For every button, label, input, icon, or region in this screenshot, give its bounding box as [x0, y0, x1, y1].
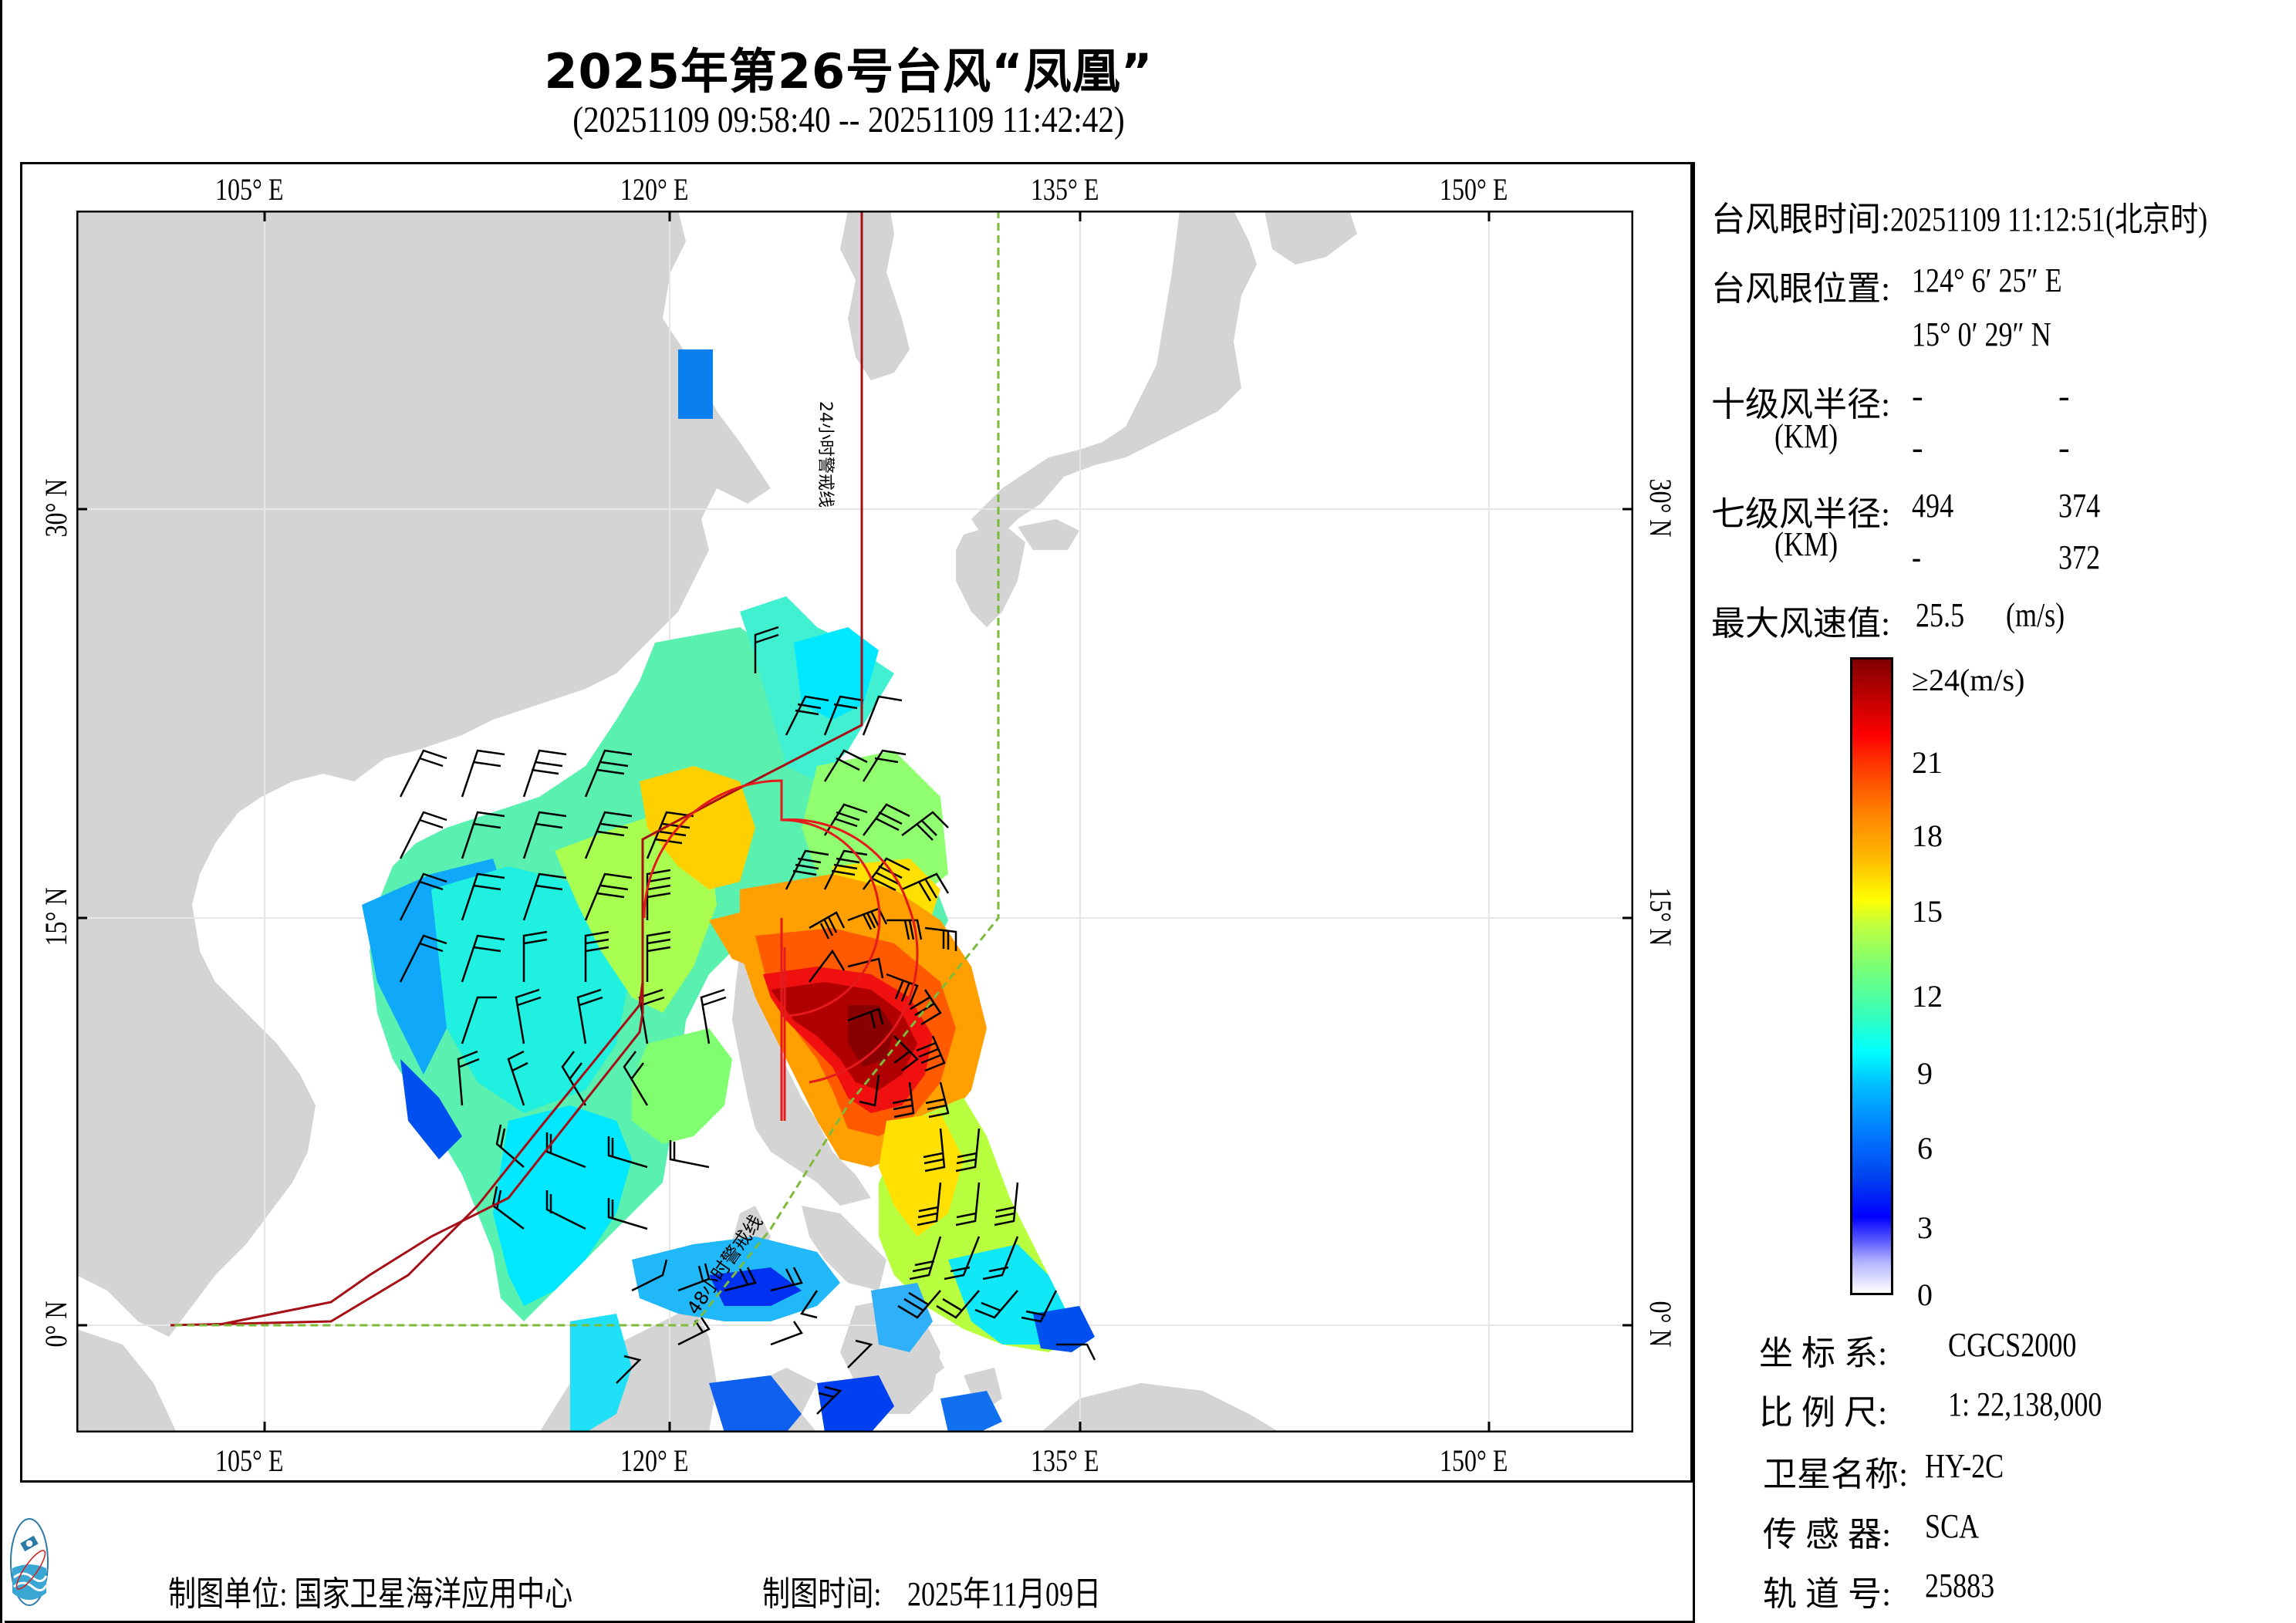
- sensor-label: 传 感 器:: [1763, 1516, 1892, 1554]
- scale-label: 比 例 尺:: [1759, 1394, 1888, 1432]
- colorbar-label-0: 0: [1917, 1277, 1933, 1312]
- wind-speed-colorbar: [1850, 657, 1893, 1295]
- lat-label-left-30: 30° N: [38, 478, 73, 538]
- wind-radius-7-arc: [781, 818, 919, 1084]
- producer-value: 国家卫星海洋应用中心: [294, 1575, 573, 1613]
- orbit-value: 25883: [1925, 1567, 1995, 1604]
- scale-row: 比 例 尺: 1: 22,138,000: [1759, 1385, 2102, 1434]
- r10-se: -: [2058, 377, 2070, 415]
- lon-label-top-120: 120° E: [620, 172, 689, 207]
- lon-label-bottom-150: 150° E: [1440, 1443, 1508, 1478]
- scale-value: 1: 22,138,000: [1948, 1385, 2102, 1423]
- lat-label-left-15: 15° N: [38, 887, 73, 946]
- r10-ne: -: [1912, 377, 1923, 415]
- lat-label-right-15: 15° N: [1643, 887, 1678, 946]
- lon-label-bottom-105: 105° E: [215, 1443, 284, 1478]
- crs-label: 坐 标 系:: [1759, 1335, 1888, 1372]
- max-wind-value: 25.5: [1916, 596, 1965, 634]
- eye-pos-lat: 15° 0′ 29″ N: [1912, 315, 2051, 353]
- lon-label-top-105: 105° E: [215, 172, 284, 207]
- r7-unit: (KM): [1774, 525, 1838, 563]
- sensor-row: 传 感 器: SCA: [1763, 1507, 1979, 1556]
- outer-frame-bottom: [5, 1621, 1694, 1623]
- colorbar-label-21: 21: [1912, 745, 1943, 780]
- colorbar-label-18: 18: [1912, 818, 1943, 853]
- lon-label-bottom-120: 120° E: [620, 1443, 689, 1478]
- lon-label-bottom-135: 135° E: [1031, 1443, 1099, 1478]
- lon-label-top-135: 135° E: [1031, 172, 1099, 207]
- map-date-label: 制图时间:: [762, 1575, 882, 1613]
- eye-time-label: 台风眼时间:: [1711, 201, 1891, 238]
- wind-field-map[interactable]: [76, 211, 1633, 1432]
- lat-label-right-0: 0° N: [1643, 1301, 1678, 1348]
- crs-value: CGCS2000: [1948, 1326, 2077, 1364]
- r7-sw: -: [1912, 538, 1922, 576]
- colorbar-label-3: 3: [1917, 1210, 1933, 1245]
- eye-time-row: 台风眼时间:20251109 11:12:51(北京时): [1711, 191, 2277, 241]
- r10-sw: -: [1912, 429, 1923, 467]
- axis-ticks: [76, 211, 1633, 1432]
- nsoas-logo-icon: [10, 1518, 49, 1606]
- r7-se: 374: [2058, 487, 2101, 525]
- producer-label: 制图单位:: [168, 1575, 288, 1613]
- colorbar-label-9: 9: [1917, 1056, 1933, 1091]
- time-range-subtitle: (20251109 09:58:40 -- 20251109 11:42:42): [572, 100, 1125, 140]
- sensor-value: SCA: [1925, 1507, 1980, 1545]
- orbit-label: 轨 道 号:: [1763, 1575, 1892, 1613]
- colorbar-label-24: ≥24(m/s): [1912, 663, 2025, 697]
- lat-label-left-0: 0° N: [38, 1301, 73, 1348]
- eye-time-value: 20251109 11:12:51(北京时): [1890, 201, 2208, 238]
- orbit-row: 轨 道 号: 25883: [1763, 1566, 1994, 1615]
- crs-row: 坐 标 系: CGCS2000: [1759, 1325, 2076, 1375]
- lon-label-top-150: 150° E: [1440, 172, 1508, 207]
- outer-frame-left: [0, 0, 2, 1623]
- r10-unit: (KM): [1774, 417, 1838, 455]
- r10-nw: -: [2058, 429, 2070, 467]
- warning-line-24h: [170, 211, 863, 1327]
- map-date-row: 制图时间: 2025年11月09日: [762, 1566, 1101, 1615]
- panel-divider: [1693, 162, 1695, 1623]
- warning-line-24h-label: 24小时警戒线: [815, 401, 835, 508]
- satellite-label: 卫星名称:: [1763, 1456, 1909, 1493]
- r7-nw: 372: [2058, 538, 2101, 576]
- max-wind-unit: (m/s): [2006, 596, 2065, 634]
- colorbar-label-6: 6: [1917, 1131, 1933, 1166]
- eye-pos-lon: 124° 6′ 25″ E: [1912, 262, 2062, 299]
- producer-row: 制图单位: 国家卫星海洋应用中心: [168, 1566, 572, 1615]
- warning-line-24h-lower: [215, 982, 644, 1327]
- max-wind-label: 最大风速值:: [1711, 605, 1891, 643]
- map-date-value: 2025年11月09日: [907, 1575, 1102, 1613]
- colorbar-label-15: 15: [1912, 894, 1943, 929]
- r7-ne: 494: [1912, 487, 1954, 525]
- r10-label: 十级风半径:: [1711, 386, 1891, 423]
- page-title: 2025年第26号台风“凤凰”: [544, 43, 1153, 100]
- eye-pos-label: 台风眼位置:: [1711, 270, 1891, 308]
- satellite-row: 卫星名称: HY-2C: [1763, 1446, 2004, 1496]
- satellite-value: HY-2C: [1925, 1447, 2004, 1485]
- wind-barbs: [399, 626, 1096, 1415]
- wind-radius-7-outline: [643, 779, 881, 1121]
- colorbar-label-12: 12: [1912, 979, 1943, 1014]
- lat-label-right-30: 30° N: [1643, 478, 1678, 538]
- r7-label: 七级风半径:: [1711, 495, 1891, 533]
